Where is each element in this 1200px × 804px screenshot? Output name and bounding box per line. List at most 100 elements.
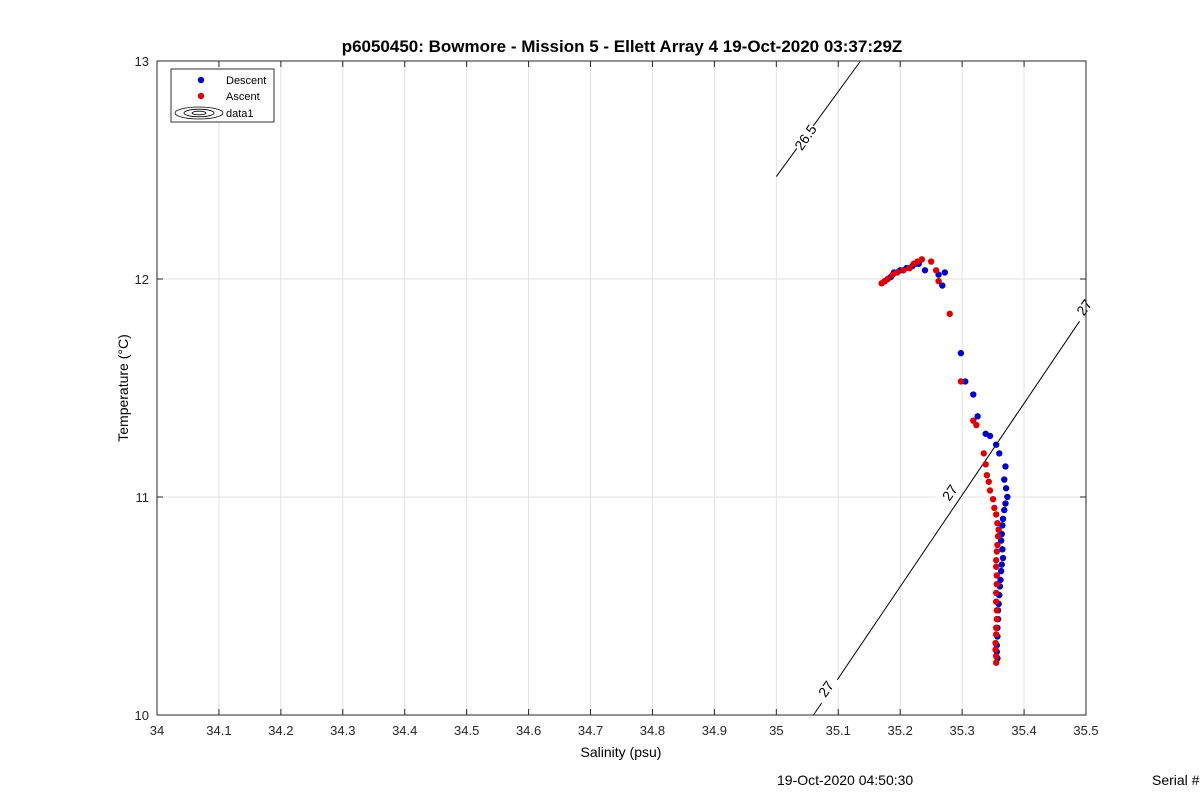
ascent-point bbox=[985, 478, 992, 485]
descent-point bbox=[999, 522, 1006, 529]
descent-point bbox=[992, 441, 1000, 448]
legend-marker-ascent bbox=[197, 92, 205, 100]
ascent-point bbox=[993, 615, 1001, 623]
descent-point bbox=[997, 576, 1004, 584]
ascent-point bbox=[994, 519, 1001, 527]
descent-point bbox=[999, 554, 1007, 562]
ascent-point bbox=[993, 607, 1001, 614]
descent-point bbox=[1001, 506, 1008, 514]
legend-box bbox=[170, 68, 275, 123]
ascent-point bbox=[932, 267, 940, 274]
descent-point bbox=[1002, 500, 1009, 507]
ascent-point bbox=[993, 572, 1001, 579]
descent-point bbox=[1002, 485, 1010, 492]
ascent-point bbox=[973, 421, 980, 429]
y-tick-label: 11 bbox=[136, 490, 150, 505]
ascent-point bbox=[946, 310, 953, 318]
contour-label-bg bbox=[934, 476, 966, 510]
x-tick-label: 34.4 bbox=[392, 723, 417, 738]
ascent-point bbox=[995, 526, 1002, 533]
x-tick-label: 34.3 bbox=[330, 723, 355, 738]
ascent-point bbox=[982, 461, 989, 468]
y-tick-label: 10 bbox=[135, 708, 149, 723]
y-axis-label: Temperature (°C) bbox=[115, 334, 131, 442]
ascent-point bbox=[992, 631, 1000, 638]
x-axis-ticks: 34 34.1 34.2 34.3 34.4 34.5 34.6 34.7 34.8 34.9 35… bbox=[150, 61, 1099, 738]
descent-point bbox=[921, 267, 929, 274]
ascent-point bbox=[935, 277, 942, 285]
ascent-point bbox=[992, 563, 1000, 570]
grid-lines bbox=[157, 61, 1086, 715]
x-tick-label: 34.6 bbox=[516, 723, 541, 738]
ascent-point bbox=[992, 557, 1000, 564]
footer-serial-label: Serial # bbox=[1152, 772, 1200, 788]
x-tick-label: 35.4 bbox=[1011, 723, 1036, 738]
legend-contour-icon-inner bbox=[183, 108, 215, 118]
x-tick-label: 34 bbox=[150, 723, 164, 738]
descent-point bbox=[974, 413, 981, 420]
descent-point bbox=[1002, 463, 1009, 470]
ascent-point bbox=[991, 504, 998, 512]
x-tick-label: 34.1 bbox=[206, 723, 231, 738]
descent-point bbox=[986, 432, 994, 440]
contour-label-bg bbox=[1068, 290, 1100, 324]
descent-point bbox=[1004, 493, 1011, 501]
descent-point bbox=[970, 391, 977, 398]
density-contour-26.5 bbox=[775, 60, 861, 177]
data-points bbox=[878, 256, 1011, 666]
descent-point bbox=[999, 515, 1007, 522]
descent-point bbox=[939, 282, 946, 289]
legend-contour-icon bbox=[174, 106, 224, 120]
ascent-point bbox=[884, 275, 892, 283]
descent-point bbox=[957, 349, 965, 357]
ascent-point bbox=[992, 639, 999, 647]
ascent-point bbox=[993, 581, 1001, 588]
ascent-point bbox=[992, 659, 1000, 666]
ascent-point bbox=[992, 646, 999, 653]
x-tick-label: 35.3 bbox=[949, 723, 974, 738]
ascent-point bbox=[918, 256, 926, 263]
x-tick-label: 35.2 bbox=[888, 723, 913, 738]
ascent-point bbox=[989, 495, 997, 503]
y-tick-label: 13 bbox=[135, 54, 149, 69]
ascent-point bbox=[993, 548, 1001, 555]
descent-point bbox=[998, 561, 1005, 568]
ascent-point bbox=[927, 258, 935, 265]
legend-marker-descent bbox=[197, 76, 205, 84]
ascent-point bbox=[983, 472, 991, 479]
ascent-point bbox=[906, 264, 913, 272]
ascent-point bbox=[986, 487, 994, 494]
ascent-point bbox=[992, 652, 1000, 660]
descent-point bbox=[996, 450, 1003, 457]
legend-label-ascent: Ascent bbox=[226, 91, 260, 103]
legend: Descent Ascent data1 bbox=[170, 68, 275, 123]
x-tick-label: 34.2 bbox=[268, 723, 293, 738]
x-tick-label: 34.5 bbox=[454, 723, 479, 738]
legend-label-descent: Descent bbox=[226, 75, 266, 87]
ascent-point bbox=[957, 378, 965, 385]
x-tick-label: 35.5 bbox=[1073, 723, 1098, 738]
descent-point bbox=[997, 567, 1005, 575]
descent-point bbox=[1001, 476, 1008, 483]
ascent-point bbox=[900, 267, 907, 274]
x-tick-label: 34.7 bbox=[578, 723, 603, 738]
x-tick-label: 34.8 bbox=[640, 723, 665, 738]
density-contour-27 bbox=[813, 311, 1087, 716]
legend-contour-icon-core bbox=[191, 110, 207, 116]
x-tick-label: 34.9 bbox=[702, 723, 727, 738]
ascent-point bbox=[980, 450, 988, 457]
descent-point bbox=[941, 269, 948, 276]
ascent-point bbox=[992, 624, 1000, 631]
y-tick-label: 12 bbox=[135, 272, 149, 287]
footer-timestamp: 19-Oct-2020 04:50:30 bbox=[777, 772, 914, 788]
ascent-point bbox=[992, 598, 1000, 605]
x-tick-label: 35 bbox=[769, 723, 783, 738]
y-axis-ticks: 10 11 12 13 bbox=[135, 54, 1086, 723]
contour-label-bg bbox=[790, 120, 821, 154]
plot-frame bbox=[156, 60, 1087, 716]
x-axis-label: Salinity (psu) bbox=[581, 744, 662, 760]
ascent-point bbox=[994, 533, 1002, 540]
ascent-point bbox=[992, 511, 1000, 518]
